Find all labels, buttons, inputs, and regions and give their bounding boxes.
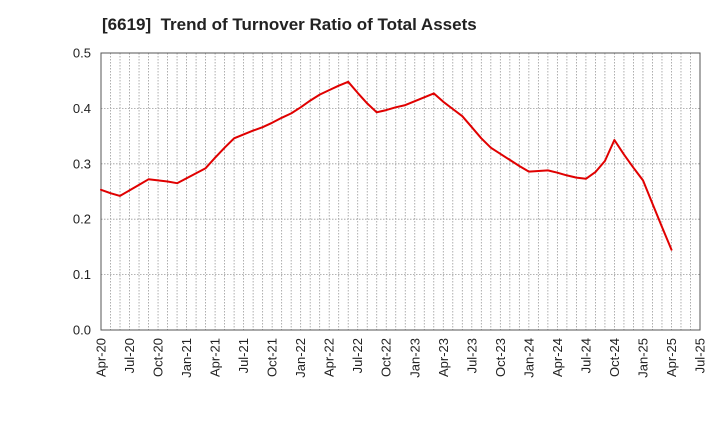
- x-tick-label: Apr-20: [94, 338, 109, 377]
- y-tick-label: 0.4: [73, 101, 91, 116]
- x-tick-label: Jul-21: [236, 338, 251, 373]
- x-tick-label: Jan-23: [407, 338, 422, 378]
- y-tick-label: 0.1: [73, 267, 91, 282]
- series-line: [100, 80, 673, 251]
- x-tick-label: Apr-24: [550, 338, 565, 377]
- x-tick-label: Apr-22: [322, 338, 337, 377]
- x-tick-label: Oct-22: [379, 338, 394, 377]
- x-tick-label: Apr-23: [436, 338, 451, 377]
- y-tick-label: 0.3: [73, 156, 91, 171]
- series-layer: [100, 80, 673, 251]
- x-tick-label: Jan-24: [521, 338, 536, 378]
- grid: [101, 53, 700, 330]
- x-tick-label: Oct-23: [493, 338, 508, 377]
- plot-frame: [100, 52, 701, 331]
- x-tick-label: Apr-21: [208, 338, 223, 377]
- y-tick-label: 0.0: [73, 323, 91, 338]
- x-tick-label: Jan-21: [179, 338, 194, 378]
- y-tick-label: 0.2: [73, 212, 91, 227]
- x-tick-label: Jan-22: [293, 338, 308, 378]
- x-tick-label: Oct-21: [265, 338, 280, 377]
- x-tick-label: Oct-24: [607, 338, 622, 377]
- x-tick-label: Jul-23: [464, 338, 479, 373]
- y-tick-label: 0.5: [73, 46, 91, 61]
- x-tick-label: Oct-20: [151, 338, 166, 377]
- x-tick-label: Jul-25: [693, 338, 708, 373]
- chart-title: [6619] Trend of Turnover Ratio of Total …: [102, 15, 477, 34]
- x-tick-label: Jul-20: [122, 338, 137, 373]
- x-tick-label: Jul-22: [350, 338, 365, 373]
- axes: 0.0 0.1 0.2 0.3 0.4 0.5 Apr-20 Jul-20 Oct-20 Jan-…: [73, 46, 708, 378]
- x-tick-label: Jan-25: [635, 338, 650, 378]
- x-tick-label: Apr-25: [664, 338, 679, 377]
- x-tick-label: Jul-24: [578, 338, 593, 373]
